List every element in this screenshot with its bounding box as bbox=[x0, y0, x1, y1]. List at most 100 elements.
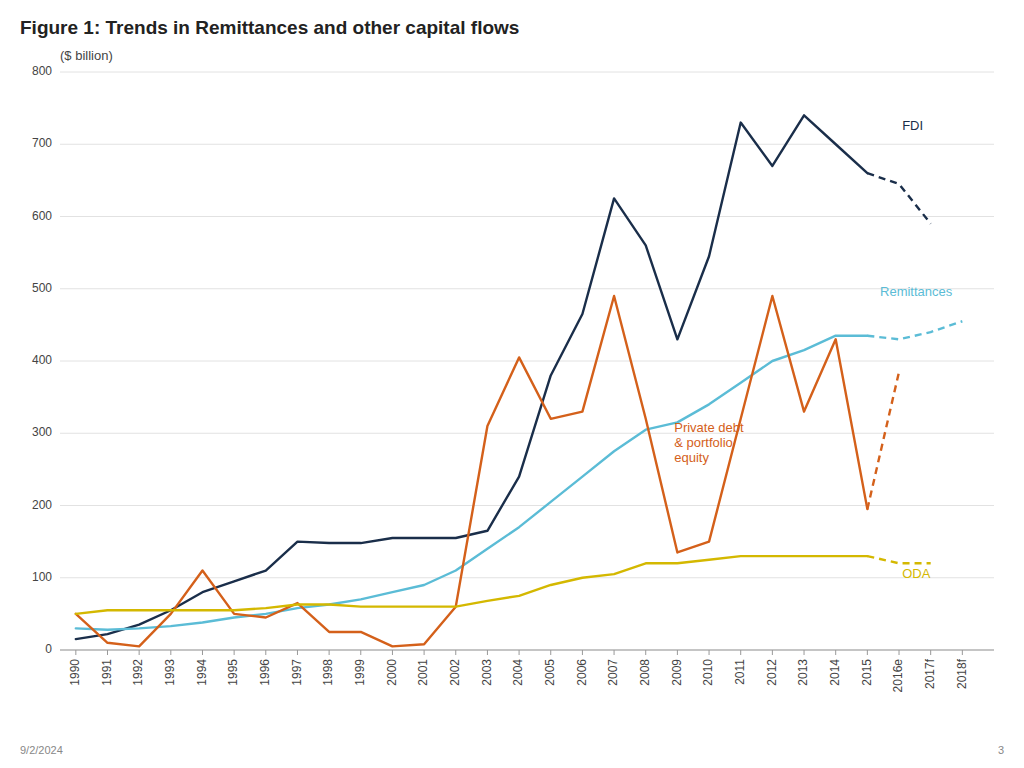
x-tick bbox=[170, 650, 171, 655]
y-tick-label: 800 bbox=[32, 64, 52, 78]
x-tick bbox=[234, 650, 235, 655]
x-ticks: 1990 1991 1992 1993 1994 1995 1996 1997 1998 1999… bbox=[68, 650, 969, 692]
x-tick-label: 1995 bbox=[226, 659, 240, 686]
y-tick-label: 600 bbox=[32, 209, 52, 223]
x-tick-label: 2004 bbox=[511, 659, 525, 686]
x-tick-label: 2010 bbox=[701, 659, 715, 686]
grid-line bbox=[60, 505, 994, 506]
x-tick bbox=[424, 650, 425, 655]
grid-line bbox=[60, 361, 994, 362]
annotation-line: & portfolio bbox=[674, 435, 733, 450]
annotation: ODA bbox=[902, 566, 931, 581]
x-tick bbox=[804, 650, 805, 655]
y-tick-label: 200 bbox=[32, 498, 52, 512]
x-tick-label: 1999 bbox=[353, 659, 367, 686]
x-tick bbox=[962, 650, 963, 655]
x-tick bbox=[392, 650, 393, 655]
series-line bbox=[76, 336, 868, 630]
annotation: Remittances bbox=[880, 284, 953, 299]
x-tick bbox=[487, 650, 488, 655]
grid-line bbox=[60, 650, 994, 651]
grid-line bbox=[60, 577, 994, 578]
x-tick-label: 1990 bbox=[68, 659, 82, 686]
annotation: Private debt& portfolioequity bbox=[674, 420, 744, 465]
x-tick bbox=[329, 650, 330, 655]
x-tick-label: 1994 bbox=[195, 659, 209, 686]
x-tick-label: 2011 bbox=[733, 659, 747, 685]
grid-line bbox=[60, 216, 994, 217]
y-tick-label: 0 bbox=[45, 642, 52, 656]
lines bbox=[76, 115, 963, 646]
y-tick-label: 400 bbox=[32, 353, 52, 367]
series-line bbox=[867, 321, 962, 339]
y-grid bbox=[60, 72, 994, 650]
x-tick-label: 2005 bbox=[543, 659, 557, 686]
x-tick bbox=[930, 650, 931, 655]
x-tick bbox=[202, 650, 203, 655]
y-axis-label: ($ billion) bbox=[60, 48, 113, 63]
grid-line bbox=[60, 144, 994, 145]
x-tick bbox=[899, 650, 900, 655]
y-tick-label: 300 bbox=[32, 425, 52, 439]
x-tick bbox=[455, 650, 456, 655]
annotation-line: FDI bbox=[902, 118, 923, 133]
x-tick-label: 2000 bbox=[385, 659, 399, 686]
x-tick bbox=[297, 650, 298, 655]
x-tick bbox=[582, 650, 583, 655]
series-line bbox=[867, 556, 930, 563]
x-tick-label: 2002 bbox=[448, 659, 462, 686]
x-tick bbox=[265, 650, 266, 655]
x-tick-label: 1997 bbox=[290, 659, 304, 686]
series-line bbox=[867, 372, 899, 509]
series-line bbox=[76, 115, 868, 639]
x-tick-label: 2007 bbox=[606, 659, 620, 686]
grid-line bbox=[60, 72, 994, 73]
annotation-line: Private debt bbox=[674, 420, 744, 435]
x-tick bbox=[614, 650, 615, 655]
x-tick-label: 1992 bbox=[131, 659, 145, 686]
annotation-line: equity bbox=[674, 450, 709, 465]
annotation-line: Remittances bbox=[880, 284, 953, 299]
x-tick-label: 2008 bbox=[638, 659, 652, 686]
x-tick bbox=[107, 650, 108, 655]
x-tick bbox=[360, 650, 361, 655]
annotation-line: ODA bbox=[902, 566, 931, 581]
x-tick bbox=[740, 650, 741, 655]
x-tick-label: 1993 bbox=[163, 659, 177, 686]
x-tick bbox=[772, 650, 773, 655]
x-tick-label: 1996 bbox=[258, 659, 272, 686]
x-tick bbox=[75, 650, 76, 655]
x-tick-label: 2012 bbox=[765, 659, 779, 686]
x-tick-label: 2018f bbox=[955, 658, 969, 689]
x-tick bbox=[867, 650, 868, 655]
x-tick bbox=[550, 650, 551, 655]
x-tick bbox=[835, 650, 836, 655]
footer-right: 3 bbox=[998, 744, 1004, 756]
x-tick-label: 2014 bbox=[828, 659, 842, 686]
x-axis-line bbox=[60, 650, 994, 651]
x-tick-label: 2006 bbox=[575, 659, 589, 686]
title: Figure 1: Trends in Remittances and othe… bbox=[20, 17, 519, 38]
series-line bbox=[76, 296, 868, 646]
x-tick bbox=[645, 650, 646, 655]
y-tick-label: 100 bbox=[32, 570, 52, 584]
x-tick bbox=[709, 650, 710, 655]
x-tick-label: 1998 bbox=[321, 659, 335, 686]
x-tick-label: 2013 bbox=[796, 659, 810, 686]
y-tick-label: 500 bbox=[32, 281, 52, 295]
series-line bbox=[76, 556, 868, 614]
x-tick-label: 2003 bbox=[480, 659, 494, 686]
grid-line bbox=[60, 288, 994, 289]
x-tick-label: 2017f bbox=[923, 658, 937, 689]
x-tick-label: 2016e bbox=[891, 659, 905, 693]
x-tick-label: 1991 bbox=[100, 659, 114, 686]
footer-left: 9/2/2024 bbox=[20, 744, 63, 756]
x-tick-label: 2001 bbox=[416, 659, 430, 686]
annotation: FDI bbox=[902, 118, 923, 133]
chart: Figure 1: Trends in Remittances and othe… bbox=[0, 0, 1024, 768]
x-tick bbox=[519, 650, 520, 655]
series-line bbox=[867, 173, 930, 224]
x-tick bbox=[139, 650, 140, 655]
y-tick-label: 700 bbox=[32, 136, 52, 150]
x-tick-label: 2009 bbox=[670, 659, 684, 686]
